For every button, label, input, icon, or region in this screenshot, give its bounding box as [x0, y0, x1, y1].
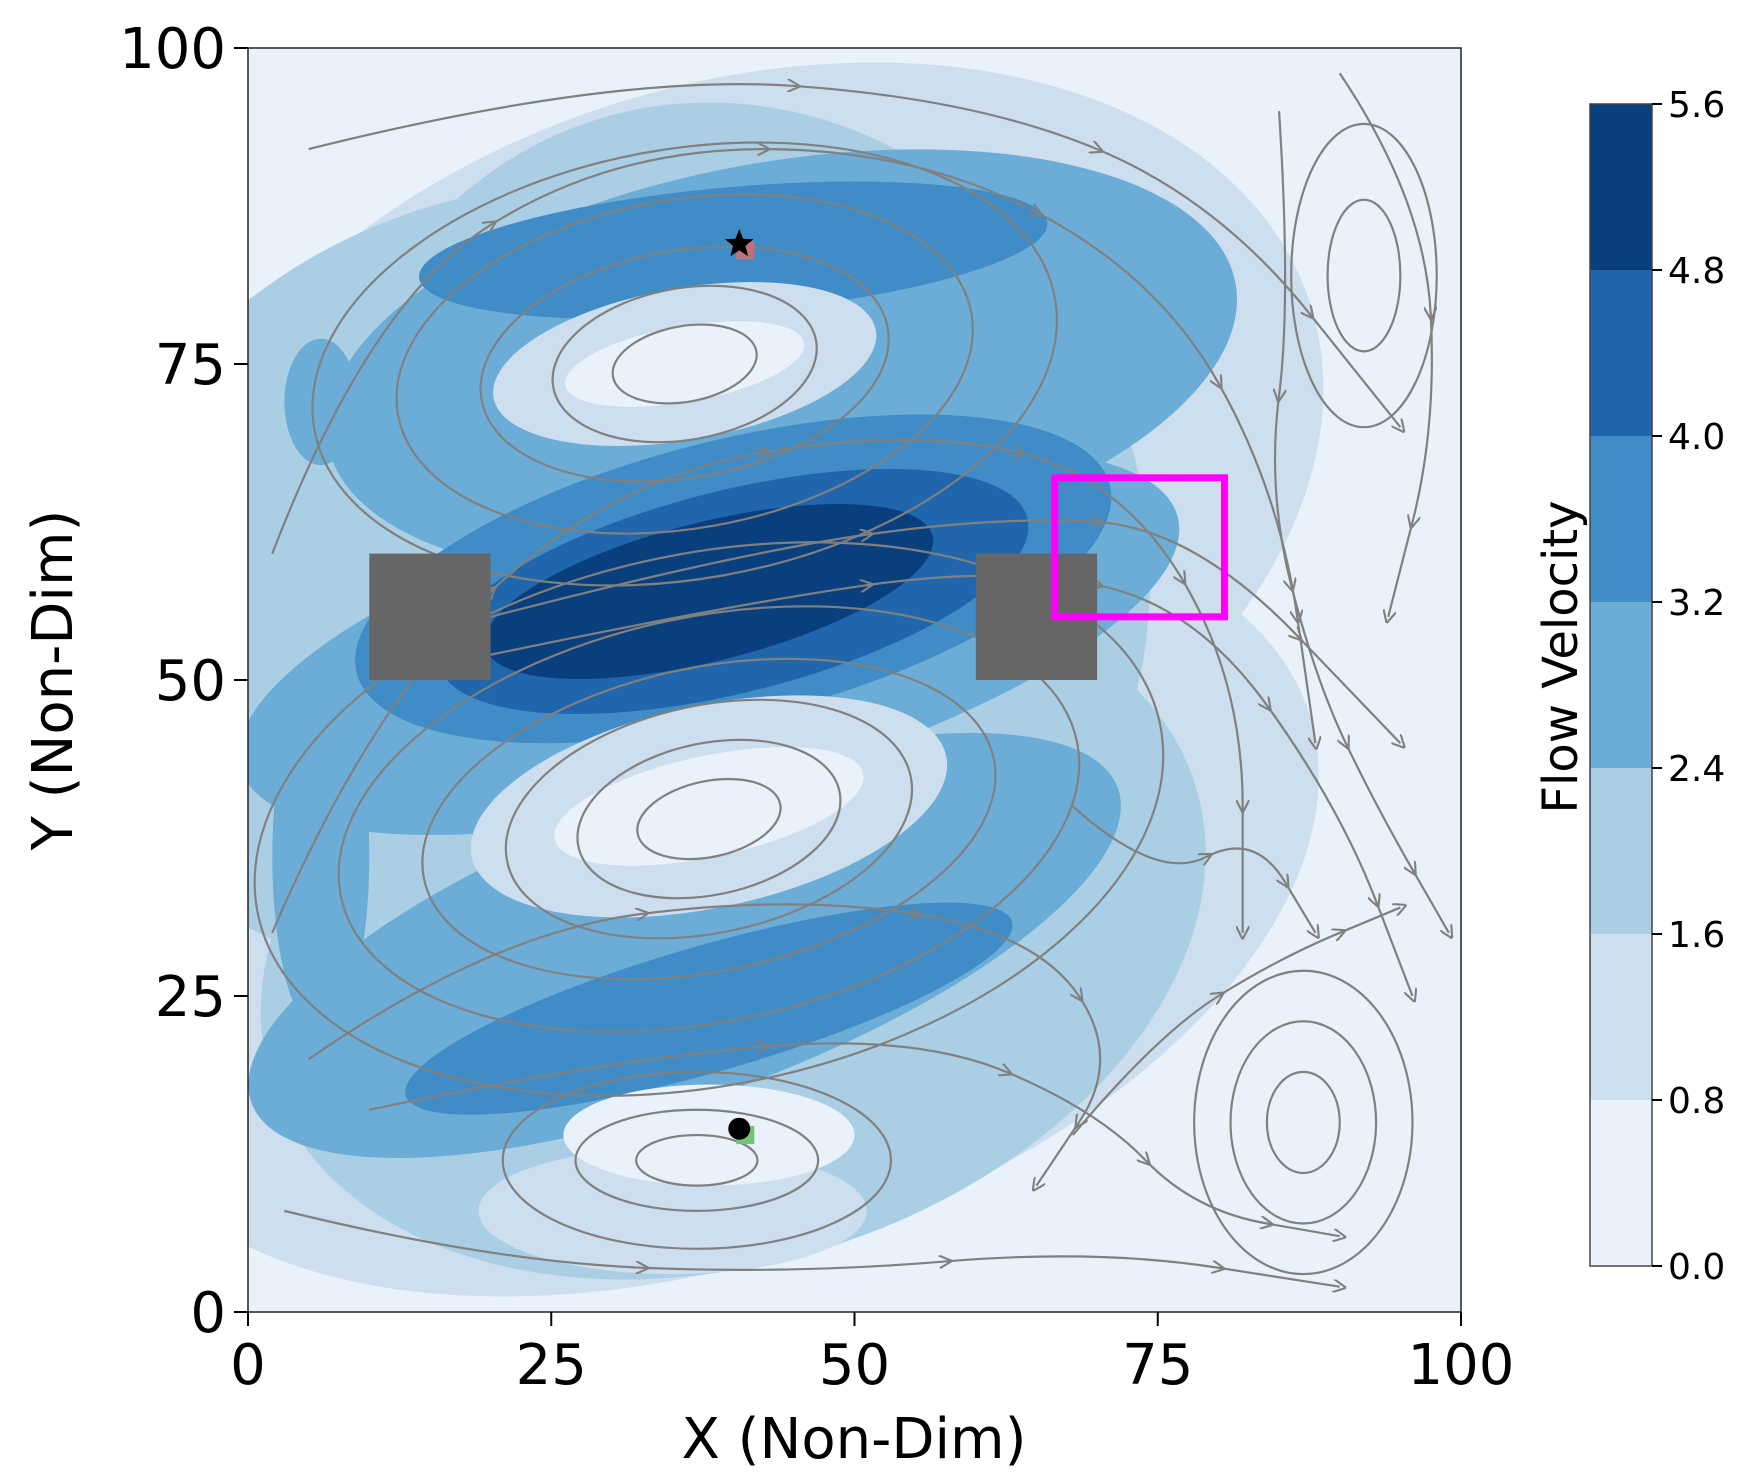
y-tick-label: 0: [190, 1281, 226, 1346]
colorbar-band-0: [1590, 1100, 1652, 1266]
colorbar-band-1: [1590, 934, 1652, 1100]
y-tick-label: 25: [155, 965, 226, 1030]
colorbar-tick-label: 2.4: [1668, 749, 1725, 790]
colorbar-band-5: [1590, 270, 1652, 436]
obstacle-1: [369, 553, 491, 680]
streamline-27: [1071, 908, 1401, 1136]
colorbar-label: Flow Velocity: [1533, 500, 1589, 813]
colorbar-frame: [1589, 103, 1653, 1267]
contour-region-10: [284, 338, 358, 466]
highlight-box-group: [1051, 474, 1228, 621]
streamline-28: [1275, 111, 1449, 933]
x-tick-label: 75: [1122, 1333, 1193, 1398]
colorbar-band-3: [1590, 602, 1652, 768]
streamline-24: [308, 903, 1102, 1185]
markers-group: [725, 228, 755, 1145]
streamline-25: [284, 1209, 1339, 1287]
highlight-box: [1051, 474, 1228, 621]
y-tick-label: 100: [119, 17, 226, 82]
streamline-29: [1338, 72, 1432, 617]
colorbar-band-4: [1590, 436, 1652, 602]
streamline-26: [369, 1043, 1339, 1236]
y-tick-label: 50: [155, 649, 226, 714]
colorbar-tick-label: 4.0: [1668, 417, 1725, 458]
x-tick-label: 0: [230, 1333, 266, 1398]
y-axis-label: Y (Non-Dim): [21, 510, 86, 852]
colorbar-band-2: [1590, 768, 1652, 934]
colorbar-tick-label: 4.8: [1668, 251, 1725, 292]
plot-area: [247, 47, 1462, 1313]
x-tick-label: 100: [1408, 1333, 1515, 1398]
colorbar-tick-label: 0.8: [1668, 1081, 1725, 1122]
x-axis: 0 25 50 75 100: [230, 1312, 1514, 1398]
colorbar: 0.0 0.8 1.6 2.4 3.2 4.0 4.8 5.6: [1589, 85, 1725, 1288]
x-axis-label: X (Non-Dim): [682, 1407, 1027, 1472]
streamline-20: [271, 149, 1315, 743]
circle-marker: [728, 1117, 751, 1140]
y-axis: 0 25 50 75 100: [119, 17, 248, 1346]
x-tick-label: 50: [819, 1333, 890, 1398]
colorbar-tick-label: 0.0: [1668, 1247, 1725, 1288]
star-marker: [725, 228, 754, 257]
streamline-30: [1072, 805, 1316, 932]
colorbar-tick-label: 3.2: [1668, 583, 1725, 624]
colorbar-tick-label: 5.6: [1668, 85, 1725, 126]
x-tick-label: 25: [516, 1333, 587, 1398]
colorbar-band-6: [1590, 104, 1652, 270]
contour-region-9: [272, 680, 370, 1034]
streamlines-group: [253, 72, 1449, 1287]
colorbar-tick-label: 1.6: [1668, 915, 1725, 956]
y-tick-label: 75: [155, 333, 226, 398]
